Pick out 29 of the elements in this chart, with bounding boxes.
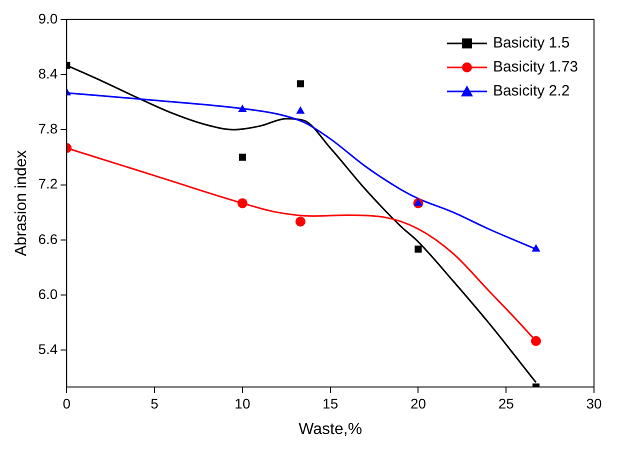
x-tick-label: 20 [410, 395, 426, 412]
x-tick-label: 10 [234, 395, 250, 412]
x-tick-label: 30 [586, 395, 602, 412]
y-tick-label: 6.0 [38, 286, 58, 302]
point [414, 246, 422, 253]
point [237, 198, 248, 208]
y-tick-label: 5.4 [38, 341, 58, 358]
point [532, 244, 540, 252]
point [295, 216, 306, 227]
y-tick-label: 7.8 [38, 120, 58, 137]
point [296, 80, 304, 88]
x-tick-label: 0 [62, 395, 71, 412]
legend-label: Basicity 2.2 [492, 82, 570, 100]
y-tick-label: 9.0 [38, 10, 58, 26]
y-axis-title: Abrasion index [13, 150, 30, 256]
point [530, 336, 541, 346]
legend-label: Basicity 1.5 [492, 34, 570, 52]
y-tick-label: 7.2 [38, 176, 58, 192]
point [414, 198, 423, 206]
y-tick-label: 8.4 [38, 65, 58, 82]
y-tick-label: 6.6 [38, 230, 58, 247]
point [238, 104, 247, 112]
x-axis-title: Waste,% [298, 420, 362, 438]
x-tick-label: 15 [322, 395, 338, 412]
legend-label: Basicity 1.73 [492, 58, 578, 76]
point [296, 106, 305, 114]
x-tick-label: 25 [498, 395, 514, 412]
point [238, 154, 246, 161]
x-tick-label: 5 [150, 395, 159, 412]
